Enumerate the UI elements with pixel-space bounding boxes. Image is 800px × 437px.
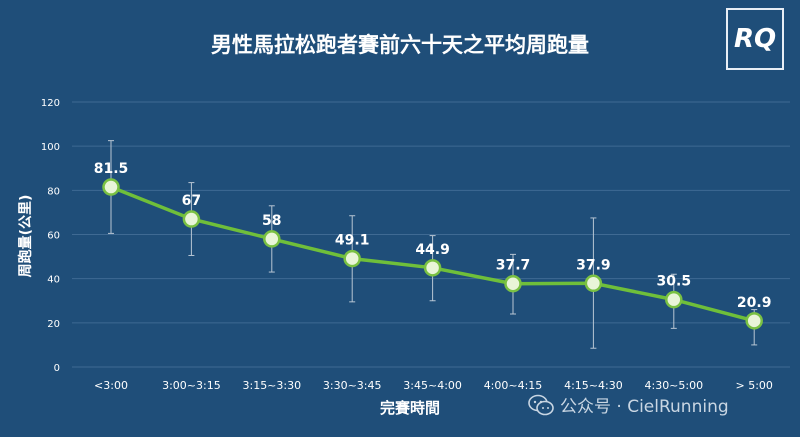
data-point	[423, 259, 442, 277]
x-axis-ticks: <3:00 3:00~3:15 3:15~3:30 3:30~3:45 3:45~4:0…	[94, 379, 773, 392]
y-axis-ticks: 0 20 40 60 80 100 120	[41, 98, 60, 374]
y-tick-label: 60	[47, 231, 60, 242]
data-points	[102, 178, 763, 330]
logo-text: RQ	[733, 24, 777, 54]
gridlines	[72, 101, 790, 368]
y-tick-label: 100	[41, 142, 60, 153]
x-tick-label: 4:00~4:15	[484, 379, 543, 392]
data-point	[263, 230, 281, 248]
data-label: 81.5	[94, 161, 129, 177]
y-tick-label: 80	[47, 186, 60, 197]
data-label: 49.1	[335, 233, 370, 249]
data-point	[343, 249, 361, 268]
x-tick-label: 4:15~4:30	[564, 379, 623, 392]
data-point	[182, 210, 201, 228]
data-point	[584, 274, 603, 293]
data-label: 67	[182, 193, 201, 209]
data-label: 44.9	[415, 242, 450, 258]
x-tick-label: 3:00~3:15	[162, 379, 221, 392]
data-label: 37.7	[496, 258, 531, 274]
x-tick-label: 3:30~3:45	[323, 379, 382, 392]
watermark: 公众号 · CielRunning	[528, 392, 729, 417]
x-tick-label: 3:45~4:00	[403, 379, 462, 392]
x-tick-label: <3:00	[94, 379, 128, 392]
wechat-icon	[528, 394, 554, 415]
x-tick-label: > 5:00	[735, 379, 772, 392]
x-tick-label: 3:15~3:30	[242, 379, 301, 392]
y-tick-label: 120	[41, 98, 60, 109]
y-axis-label: 周跑量(公里)	[17, 195, 34, 278]
data-label: 58	[262, 213, 281, 229]
data-point	[665, 290, 683, 309]
rq-logo: RQ	[726, 8, 784, 70]
watermark-text: 公众号 · CielRunning	[560, 397, 729, 417]
data-point	[745, 312, 763, 330]
data-label: 37.9	[576, 257, 611, 273]
y-tick-label: 20	[47, 319, 60, 330]
data-point	[504, 274, 522, 293]
x-axis-label: 完賽時間	[380, 399, 440, 417]
data-label: 30.5	[657, 274, 692, 290]
data-labels: 81.5 67 58 49.1 44.9 37.7 37.9 30.5 20.9	[94, 161, 772, 311]
data-point	[102, 178, 120, 196]
x-tick-label: 4:30~5:00	[644, 379, 703, 392]
chart-title: 男性馬拉松跑者賽前六十天之平均周跑量	[211, 33, 589, 57]
y-tick-label: 40	[47, 275, 60, 286]
data-label: 20.9	[737, 295, 772, 311]
y-tick-label: 0	[54, 363, 60, 374]
